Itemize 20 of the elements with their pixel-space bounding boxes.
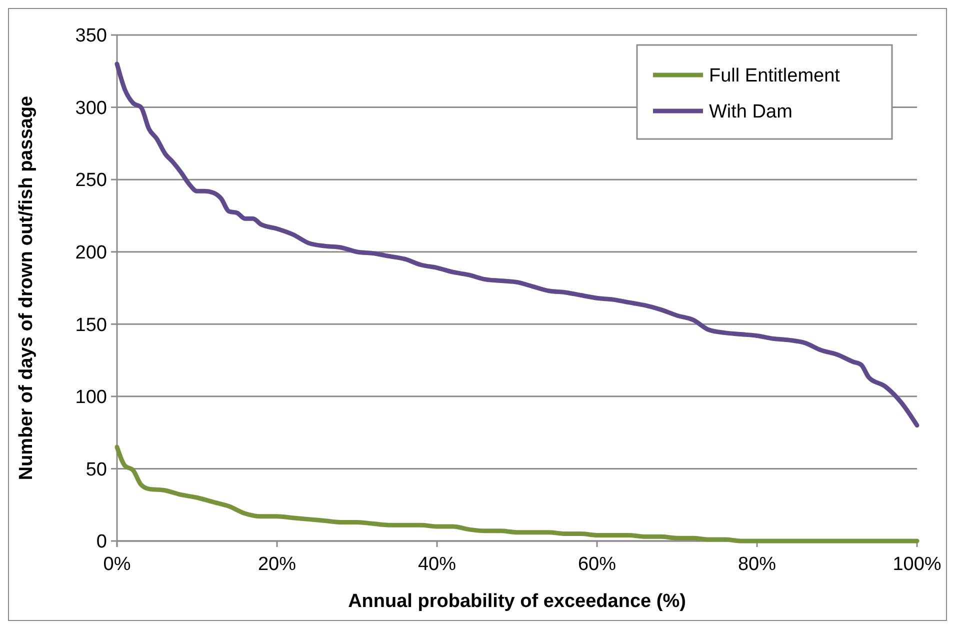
x-tick-label: 80% [738, 554, 776, 575]
x-tick-label: 20% [258, 554, 296, 575]
y-tick-label: 200 [75, 242, 107, 264]
y-tick-label: 0 [96, 532, 107, 553]
y-axis-title: Number of days of drown out/fish passage [16, 96, 37, 480]
y-tick-label: 250 [75, 170, 107, 192]
y-tick-label: 50 [86, 459, 107, 480]
line-series [114, 62, 920, 428]
x-axis-title: Annual probability of exceedance (%) [348, 591, 686, 612]
y-tick-label: 350 [75, 26, 107, 47]
y-tick-label: 100 [75, 387, 107, 408]
x-tick-label: 40% [418, 554, 456, 575]
y-tick-label: 150 [75, 314, 107, 336]
legend-label: With Dam [709, 102, 792, 123]
line-series [114, 444, 920, 544]
x-tick-label: 60% [578, 554, 616, 575]
y-tick-label: 300 [75, 98, 107, 119]
legend-label: Full Entitlement [709, 66, 841, 87]
x-tick-label: 0% [103, 554, 131, 575]
x-tick-label: 100% [892, 554, 942, 575]
